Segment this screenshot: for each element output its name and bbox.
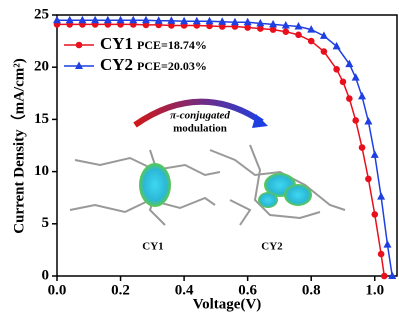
x-tick-label: 0.8	[302, 282, 321, 298]
marker	[295, 32, 302, 39]
marker	[76, 42, 83, 49]
inset-text: π-conjugated	[170, 110, 230, 122]
marker	[377, 192, 385, 200]
y-tick-label: 5	[42, 215, 50, 231]
marker	[321, 48, 328, 55]
y-tick-label: 10	[34, 163, 49, 179]
y-axis-label: Current Density（mA/cm²)	[9, 58, 27, 233]
marker	[364, 117, 372, 125]
inset-text: CY1	[142, 241, 163, 253]
x-tick-label: 0.6	[238, 282, 257, 298]
page: {"chart_data": {"type": "line", "x_label…	[0, 0, 399, 312]
marker	[282, 28, 289, 35]
marker	[378, 251, 385, 258]
legend-annotation: PCE=18.74%	[137, 38, 207, 52]
inset: π-conjugated modulation CY1 CY2	[70, 102, 345, 253]
orbital	[258, 192, 278, 208]
orbital	[139, 163, 171, 207]
marker	[346, 95, 353, 102]
inset-text: modulation	[173, 123, 227, 135]
marker	[340, 79, 347, 86]
legend-label: CY2	[100, 55, 133, 74]
x-tick-label: 1.0	[365, 282, 384, 298]
marker	[383, 240, 391, 248]
marker	[352, 73, 360, 81]
y-tick-label: 15	[34, 111, 49, 127]
marker	[358, 92, 366, 100]
chart: π-conjugated modulation CY1 CY2 Voltage(…	[0, 0, 399, 312]
marker	[359, 144, 366, 151]
y-tick-label: 25	[34, 6, 49, 22]
marker	[371, 150, 379, 158]
y-tick-label: 0	[42, 267, 50, 283]
x-tick-label: 0.0	[48, 282, 67, 298]
marker	[308, 38, 315, 45]
inset-text: CY2	[261, 241, 283, 253]
x-axis-label: Voltage(V)	[193, 296, 262, 312]
orbital	[284, 184, 312, 206]
x-tick-label: 0.4	[175, 282, 194, 298]
marker	[381, 273, 388, 280]
x-tick-label: 0.2	[111, 282, 130, 298]
marker	[333, 42, 341, 50]
legend-annotation: PCE=20.03%	[137, 59, 207, 73]
marker	[371, 211, 378, 218]
legend-label: CY1	[100, 34, 133, 53]
marker	[352, 117, 359, 124]
y-tick-label: 20	[34, 59, 49, 75]
marker	[365, 176, 372, 183]
marker	[333, 66, 340, 73]
